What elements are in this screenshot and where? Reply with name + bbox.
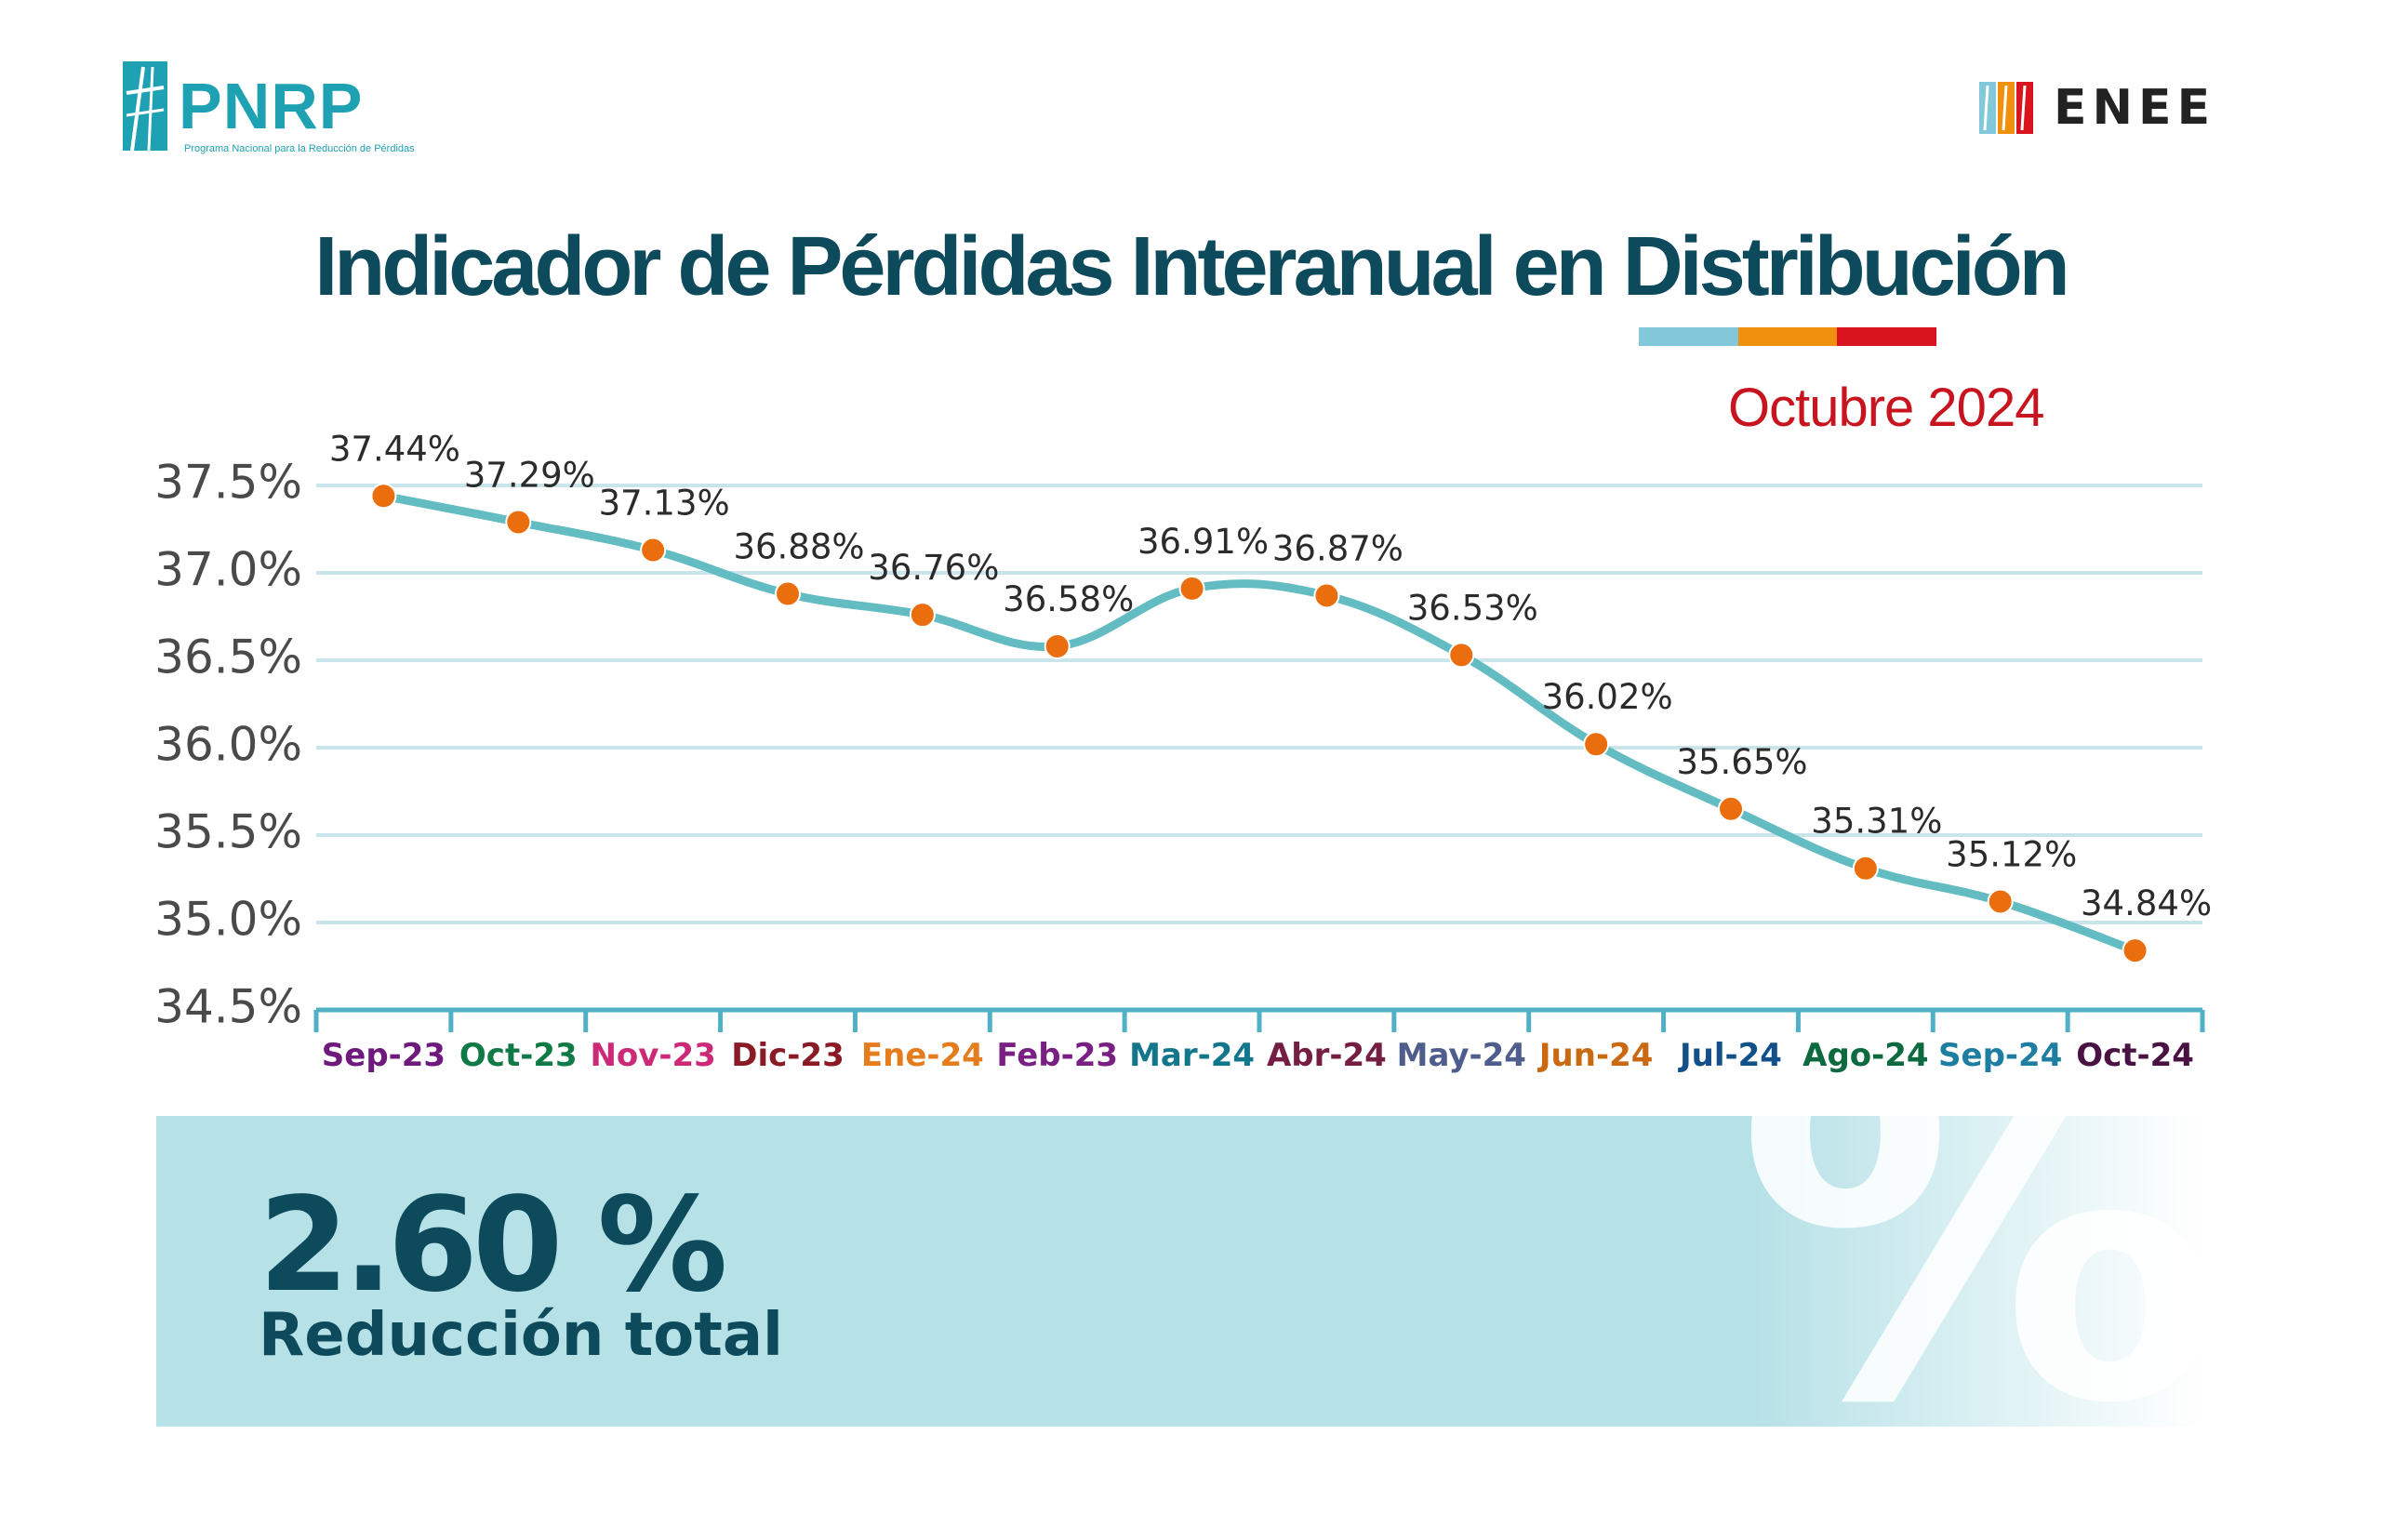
data-label: 36.91% (1137, 522, 1269, 562)
data-label: 36.58% (1003, 579, 1134, 619)
title-accent-bar (1639, 327, 1937, 346)
data-label: 36.02% (1542, 677, 1673, 717)
y-tick-label: 35.0% (154, 893, 302, 947)
data-point (1583, 731, 1610, 758)
x-tick-label: Abr-24 (1267, 1037, 1387, 1074)
data-label: 36.53% (1407, 588, 1538, 628)
total-reduction-label: Reducción total (259, 1301, 783, 1370)
data-label: 35.31% (1811, 802, 1942, 842)
data-point (1987, 888, 2014, 915)
data-point (2122, 937, 2148, 964)
line-chart: 37.5% 37.0% 36.5% 36.0% 35.5% 35.0% 34.5% 37.4… (154, 429, 2212, 1074)
y-tick-label: 36.0% (154, 718, 302, 772)
x-axis (313, 1007, 2205, 1032)
y-tick-label: 34.5% (154, 980, 302, 1034)
data-point (775, 580, 801, 607)
data-label: 36.87% (1272, 528, 1403, 568)
data-label: 35.65% (1676, 742, 1807, 782)
data-point (909, 602, 936, 629)
x-tick-label: May-24 (1397, 1037, 1526, 1074)
x-axis-labels: Sep-23 Oct-23 Nov-23 Dic-23 Ene-24 Feb-23 Mar-… (322, 1037, 2194, 1074)
data-label: 37.44% (329, 429, 460, 469)
chart-title: Indicador de Pérdidas Interanual en Dist… (314, 220, 2069, 313)
data-point (1044, 632, 1071, 659)
pnrp-logo-name: PNRP (179, 70, 364, 142)
x-tick-label: Nov-23 (590, 1037, 715, 1074)
y-tick-label: 37.5% (154, 456, 302, 510)
data-label: 36.88% (733, 527, 864, 567)
data-label: 37.13% (599, 484, 730, 524)
y-tick-label: 35.5% (154, 805, 302, 859)
data-label: 37.29% (464, 455, 595, 495)
x-tick-label: Jun-24 (1537, 1037, 1654, 1074)
data-point (370, 483, 397, 510)
chart-subtitle: Octubre 2024 (1728, 378, 2044, 438)
enee-logo-icon (1979, 82, 2033, 134)
data-points (370, 483, 2148, 964)
x-tick-label: Dic-23 (731, 1037, 844, 1074)
accent-segment-blue (1639, 327, 1738, 346)
accent-segment-red (1837, 327, 1937, 346)
y-axis-ticks: 37.5% 37.0% 36.5% 36.0% 35.5% 35.0% 34.5% (154, 456, 302, 1034)
x-tick-label: Mar-24 (1129, 1037, 1255, 1074)
x-tick-label: Feb-23 (996, 1037, 1118, 1074)
pnrp-logo: PNRP Programa Nacional para la Reducción… (123, 61, 420, 164)
enee-logo-name: ENEE (2054, 80, 2216, 136)
data-labels: 37.44%37.29%37.13%36.88%36.76%36.58%36.9… (329, 429, 2212, 923)
data-label: 35.12% (1946, 834, 2077, 874)
data-point (505, 509, 532, 536)
enee-logo: ENEE (1979, 80, 2249, 136)
data-point (1178, 575, 1205, 602)
y-tick-label: 36.5% (154, 631, 302, 684)
series-line (379, 491, 2140, 955)
pnrp-logo-icon (123, 61, 167, 151)
data-point (1448, 642, 1475, 669)
data-label: 34.84% (2081, 883, 2212, 923)
summary-panel: % 2.60 % Reducción total (156, 1116, 2204, 1427)
x-tick-label: Oct-24 (2076, 1037, 2194, 1074)
data-point (640, 537, 667, 564)
data-point (1852, 855, 1879, 882)
x-tick-label: Sep-23 (322, 1037, 446, 1074)
data-point (1718, 795, 1744, 822)
x-tick-label: Oct-23 (459, 1037, 578, 1074)
accent-segment-orange (1737, 327, 1838, 346)
percent-watermark: % (1736, 1116, 2204, 1427)
x-tick-label: Sep-24 (1938, 1037, 2062, 1074)
x-tick-label: Ene-24 (861, 1037, 984, 1074)
total-reduction-value: 2.60 % (259, 1170, 727, 1321)
x-tick-label: Jul-24 (1678, 1037, 1782, 1074)
y-tick-label: 37.0% (154, 543, 302, 597)
grid-layer (316, 484, 2202, 924)
pnrp-logo-subtitle: Programa Nacional para la Reducción de P… (184, 143, 415, 154)
x-tick-label: Ago-24 (1802, 1037, 1928, 1074)
data-label: 36.76% (868, 548, 999, 588)
series-line-layer (379, 491, 2140, 955)
data-point (1313, 582, 1340, 609)
